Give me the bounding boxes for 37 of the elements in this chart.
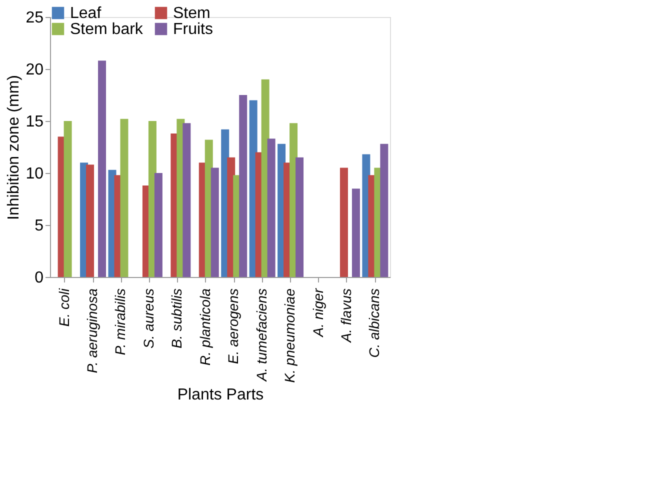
bar <box>210 168 219 277</box>
y-tick-label: 0 <box>34 270 44 286</box>
x-tick-label: R. planticola <box>196 288 213 366</box>
x-tick-label: P. aeruginosa <box>84 288 100 374</box>
x-tick-label: A. tumefaciens <box>253 288 270 382</box>
legend-label: Stem bark <box>70 21 144 38</box>
x-tick-label: E. coli <box>56 288 72 327</box>
x-tick-label: A. niger <box>310 287 326 338</box>
bar <box>86 164 94 277</box>
legend-label: Fruits <box>173 21 213 38</box>
y-tick-label: 20 <box>26 62 44 78</box>
bar <box>239 95 248 277</box>
y-tick-label: 25 <box>26 10 44 26</box>
y-tick-label: 5 <box>34 218 44 234</box>
y-tick-label: 10 <box>26 166 44 182</box>
bar <box>64 121 72 277</box>
x-tick-label: E. aerogens <box>225 288 242 364</box>
bar <box>120 118 128 277</box>
bar <box>340 168 348 277</box>
y-axis-title: Inhibition zone (mm) <box>6 75 23 220</box>
bar <box>352 188 360 277</box>
x-tick-label: S. aureus <box>140 288 156 348</box>
x-tick-label: B. subtilis <box>168 288 185 348</box>
legend-label: Stem <box>173 5 210 22</box>
bar <box>267 138 276 277</box>
bar <box>182 123 191 277</box>
x-tick-label: K. pneumoniae <box>282 288 298 383</box>
legend-label: Leaf <box>70 5 102 22</box>
x-axis-title: Plants Parts <box>177 386 264 404</box>
y-tick-label: 15 <box>26 114 44 130</box>
bar <box>380 144 388 277</box>
x-tick-label: P. mirabilis <box>112 288 128 356</box>
bar <box>154 173 162 277</box>
bar <box>98 60 106 277</box>
x-tick-label: A. flavus <box>338 288 354 344</box>
x-tick-label: C. albicans <box>366 288 382 358</box>
bar <box>296 157 304 277</box>
